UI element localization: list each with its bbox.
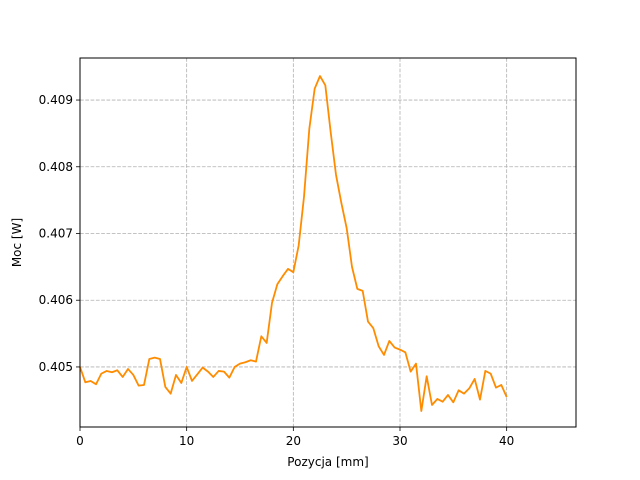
y-axis-ticks: 0.405 0.406 0.407 0.408 0.409: [39, 93, 80, 374]
y-tick-label: 0.406: [39, 293, 73, 307]
x-axis-label: Pozycja [mm]: [287, 455, 368, 469]
y-tick-label: 0.407: [39, 226, 73, 240]
x-tick-label: 40: [499, 434, 514, 448]
y-tick-label: 0.408: [39, 160, 73, 174]
grid-lines: [79, 58, 576, 427]
x-tick-label: 30: [392, 434, 407, 448]
plot-frame: [79, 57, 577, 428]
x-tick-label: 0: [76, 434, 84, 448]
x-axis-ticks: 0 10 20 30 40: [76, 427, 514, 448]
x-tick-label: 10: [179, 434, 194, 448]
y-tick-label: 0.409: [39, 93, 73, 107]
plot-series: [79, 75, 508, 412]
x-tick-label: 20: [286, 434, 301, 448]
y-axis-label: Moc [W]: [10, 218, 24, 267]
data-series-line: [79, 75, 508, 412]
y-tick-label: 0.405: [39, 360, 73, 374]
